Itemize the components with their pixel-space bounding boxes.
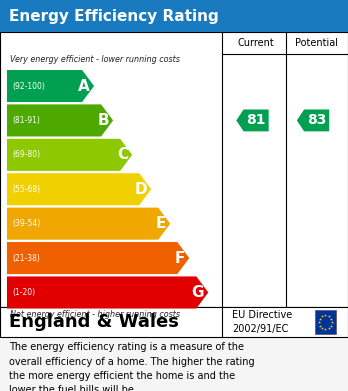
Polygon shape — [7, 276, 208, 308]
Text: E: E — [156, 216, 166, 231]
Text: Energy Efficiency Rating: Energy Efficiency Rating — [9, 9, 219, 23]
Polygon shape — [7, 70, 94, 102]
Text: Not energy efficient - higher running costs: Not energy efficient - higher running co… — [10, 310, 181, 319]
Bar — [0, 0, 348, 32]
Text: England & Wales: England & Wales — [9, 313, 179, 331]
Text: B: B — [97, 113, 109, 128]
Polygon shape — [7, 242, 189, 274]
Polygon shape — [297, 109, 329, 131]
Polygon shape — [7, 139, 132, 171]
Text: EU Directive
2002/91/EC: EU Directive 2002/91/EC — [232, 310, 293, 334]
Bar — [315, 310, 336, 334]
Text: A: A — [78, 79, 90, 93]
Text: (21-38): (21-38) — [12, 253, 40, 263]
Bar — [0, 307, 348, 337]
Text: Current: Current — [238, 38, 275, 48]
Polygon shape — [7, 208, 170, 240]
Polygon shape — [236, 109, 269, 131]
Polygon shape — [7, 104, 113, 136]
Text: D: D — [134, 182, 147, 197]
Text: (81-91): (81-91) — [12, 116, 40, 125]
Bar — [0, 32, 348, 307]
Polygon shape — [7, 173, 151, 205]
Text: (69-80): (69-80) — [12, 150, 40, 160]
Text: The energy efficiency rating is a measure of the
overall efficiency of a home. T: The energy efficiency rating is a measur… — [9, 342, 254, 391]
Text: Potential: Potential — [295, 38, 338, 48]
Text: F: F — [175, 251, 185, 265]
Text: C: C — [117, 147, 128, 162]
Text: (39-54): (39-54) — [12, 219, 40, 228]
Text: 81: 81 — [246, 113, 266, 127]
Text: (55-68): (55-68) — [12, 185, 40, 194]
Text: 83: 83 — [307, 113, 326, 127]
Text: Very energy efficient - lower running costs: Very energy efficient - lower running co… — [10, 55, 180, 64]
Text: (1-20): (1-20) — [12, 288, 35, 297]
Text: G: G — [192, 285, 204, 300]
Text: (92-100): (92-100) — [12, 81, 45, 91]
